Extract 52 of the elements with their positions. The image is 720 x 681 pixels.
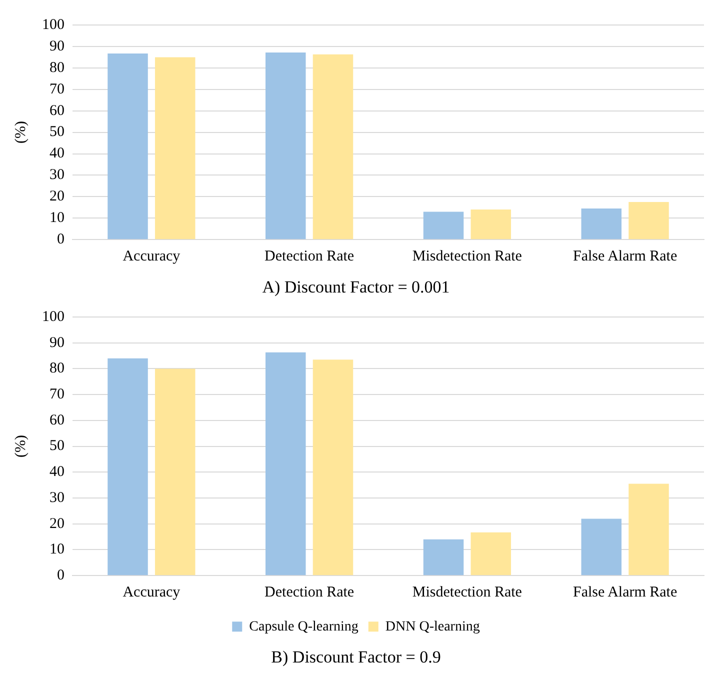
bar bbox=[312, 54, 354, 240]
y-tick-label: 60 bbox=[50, 412, 64, 428]
bar bbox=[108, 54, 148, 240]
y-tick-label: 40 bbox=[50, 146, 64, 162]
y-tick-label: 0 bbox=[57, 232, 64, 248]
text: B) Discount Factor = 0.9 bbox=[271, 647, 441, 666]
y-axis-title: (%) bbox=[12, 121, 29, 144]
legend-label: DNN Q-learning bbox=[385, 619, 480, 634]
bar bbox=[154, 368, 196, 576]
y-tick-label: 90 bbox=[50, 38, 64, 54]
y-tick-label: 60 bbox=[50, 102, 64, 119]
text: A) Discount Factor = 0.001 bbox=[262, 277, 450, 296]
bar bbox=[470, 532, 511, 576]
y-tick-label: 40 bbox=[50, 464, 64, 480]
bar bbox=[266, 52, 306, 240]
y-tick-label: 20 bbox=[50, 516, 64, 532]
legend-label: Capsule Q-learning bbox=[249, 619, 358, 634]
x-tick-label: False Alarm Rate bbox=[572, 248, 678, 265]
bar bbox=[423, 539, 464, 576]
y-tick-label: 20 bbox=[50, 188, 64, 205]
x-tick-label: False Alarm Rate bbox=[572, 584, 678, 601]
bar bbox=[423, 212, 464, 240]
bar bbox=[628, 484, 669, 576]
y-tick-label: 50 bbox=[50, 124, 64, 140]
y-axis-title: (%) bbox=[12, 435, 29, 458]
y-tick-label: 100 bbox=[42, 308, 64, 325]
bar bbox=[581, 518, 622, 576]
bar bbox=[154, 57, 196, 240]
y-tick-label: 30 bbox=[50, 167, 64, 184]
bar bbox=[266, 352, 306, 576]
y-tick-label: 10 bbox=[50, 542, 64, 558]
y-tick-label: 80 bbox=[50, 60, 64, 76]
bar bbox=[628, 202, 669, 240]
x-tick-label: Accuracy bbox=[122, 248, 181, 265]
y-tick-label: 70 bbox=[50, 386, 64, 403]
x-tick-label: Detection Rate bbox=[264, 248, 354, 265]
y-tick-label: 30 bbox=[50, 490, 64, 506]
x-tick-label: Misdetection Rate bbox=[412, 584, 522, 601]
y-tick-label: 0 bbox=[57, 568, 64, 584]
y-tick-label: 50 bbox=[50, 438, 64, 454]
y-tick-label: 100 bbox=[42, 16, 64, 33]
x-tick-label: Accuracy bbox=[122, 584, 181, 601]
x-tick-label: Misdetection Rate bbox=[412, 248, 522, 265]
x-tick-label: Detection Rate bbox=[264, 584, 354, 601]
bar bbox=[312, 360, 354, 576]
y-tick-label: 10 bbox=[50, 210, 64, 226]
bar bbox=[470, 210, 511, 240]
bar bbox=[108, 358, 148, 576]
bar bbox=[581, 208, 622, 240]
y-tick-label: 70 bbox=[50, 81, 64, 98]
y-tick-label: 90 bbox=[50, 334, 64, 351]
y-tick-label: 80 bbox=[50, 360, 64, 377]
